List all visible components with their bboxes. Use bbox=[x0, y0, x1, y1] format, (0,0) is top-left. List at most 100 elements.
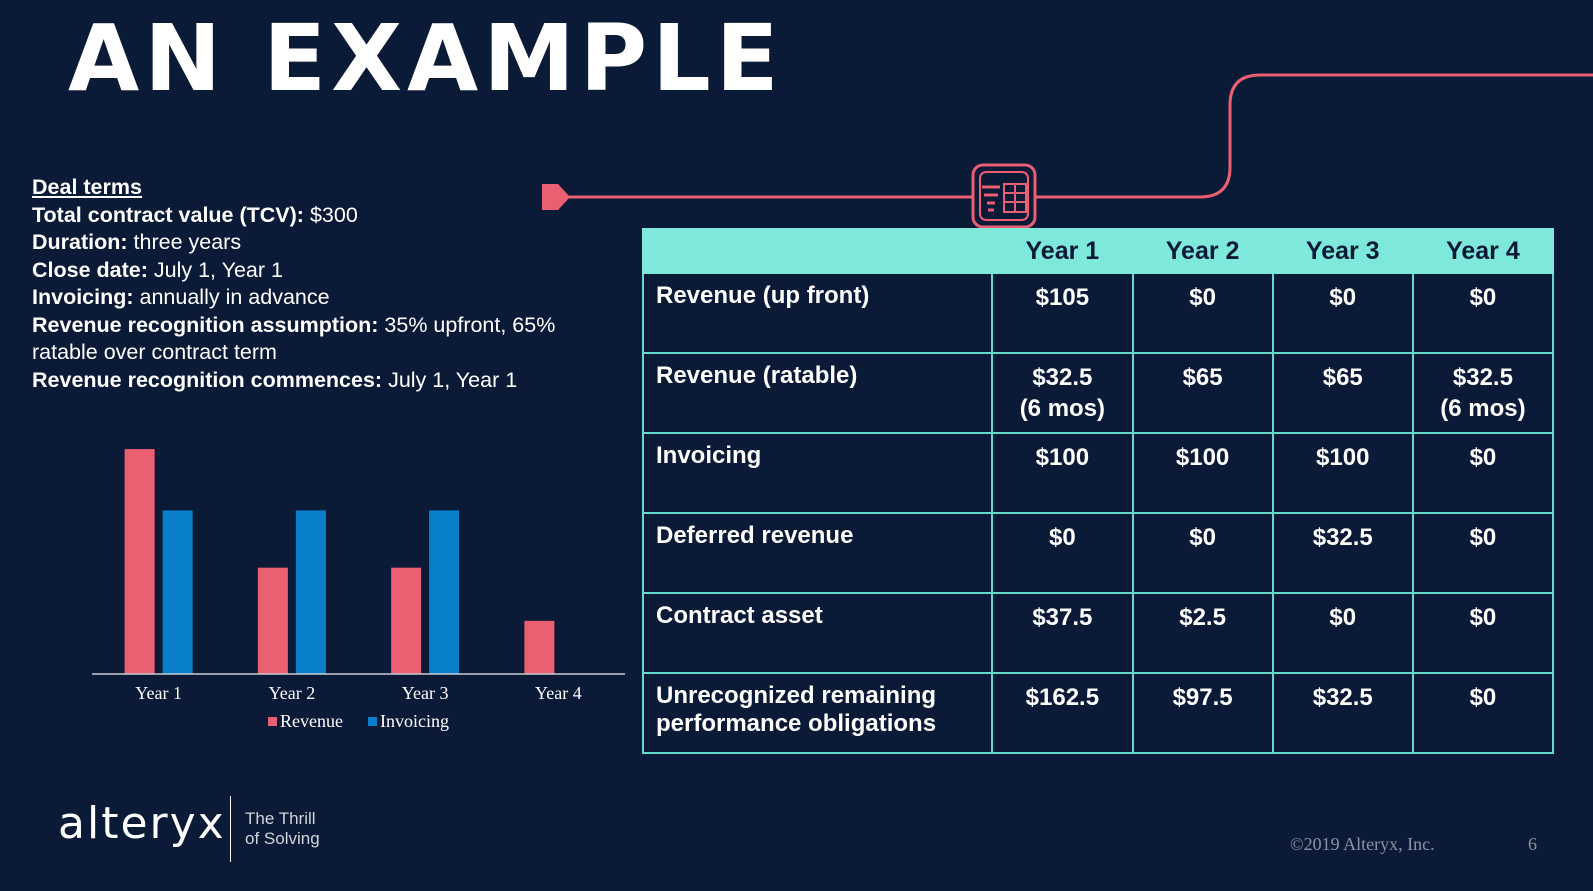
table-header-cell bbox=[641, 228, 994, 274]
deal-term-label: Duration: bbox=[32, 230, 128, 254]
deal-term-label: Total contract value (TCV): bbox=[32, 202, 304, 227]
bar-invoicing-2 bbox=[295, 510, 326, 674]
table-cell: $0 bbox=[1131, 512, 1274, 594]
deal-term-value: $300 bbox=[309, 202, 358, 227]
table-row: Invoicing $100 $100 $100 $0 bbox=[641, 432, 1555, 514]
table-cell-value: $0 bbox=[1189, 524, 1216, 551]
connector-arrow-icon bbox=[542, 184, 570, 210]
table-cell-value: $0 bbox=[1469, 604, 1497, 631]
deal-term-tcv: Total contract value (TCV): $300 bbox=[32, 202, 612, 230]
deal-term-label: Revenue recognition assumption: bbox=[32, 312, 379, 337]
deal-term-value: three years bbox=[133, 230, 242, 254]
table-row-label: Revenue (ratable) bbox=[641, 352, 994, 434]
table-cell: $100 bbox=[1271, 432, 1414, 514]
table-cell: $0 bbox=[1271, 592, 1414, 674]
revenue-table: Year 1 Year 2 Year 3 Year 4 Revenue (up … bbox=[641, 228, 1555, 754]
table-cell: $37.5 bbox=[991, 592, 1134, 674]
deal-term-value: annually in advance bbox=[139, 285, 330, 309]
page-number: 6 bbox=[1528, 834, 1537, 854]
table-cell: $0 bbox=[1411, 672, 1555, 754]
table-row: Revenue (up front) $105 $0 $0 $0 bbox=[641, 272, 1555, 354]
table-cell: $162.5 bbox=[991, 672, 1134, 754]
table-cell: $0 bbox=[1411, 272, 1555, 354]
table-cell: $32.5 bbox=[1271, 512, 1414, 594]
table-cell: $0 bbox=[1411, 592, 1555, 674]
table-cell: $0 bbox=[991, 512, 1134, 594]
table-cell-value: $105 bbox=[1035, 284, 1090, 311]
table-cell-value: $100 bbox=[1175, 444, 1230, 471]
deal-term-label: Invoicing: bbox=[32, 285, 134, 309]
table-cell: $0 bbox=[1271, 272, 1414, 354]
table-cell-value: $0 bbox=[1189, 284, 1216, 311]
table-cell-value: $100 bbox=[1316, 444, 1370, 471]
table-row: Revenue (ratable) $32.5 (6 mos) $65 $65 $32.5… bbox=[641, 352, 1555, 434]
table-header-row: Year 1 Year 2 Year 3 Year 4 bbox=[641, 228, 1555, 274]
bar-revenue-3 bbox=[391, 567, 422, 674]
deal-term-duration: Duration: three years bbox=[32, 229, 612, 257]
deal-term-close-date: Close date: July 1, Year 1 bbox=[32, 257, 612, 285]
table-row-label: Contract asset bbox=[641, 592, 994, 674]
table-cell-value: $32.5 bbox=[1312, 684, 1373, 711]
bar-revenue-4 bbox=[524, 620, 555, 674]
copyright: ©2019 Alteryx, Inc. bbox=[1290, 834, 1435, 854]
table-cell-value: $0 bbox=[1469, 284, 1497, 311]
deal-term-rev-commences: Revenue recognition commences: July 1, Y… bbox=[32, 367, 612, 395]
table-row: Unrecognized remaining performance oblig… bbox=[641, 672, 1555, 754]
tagline-line: The Thrill bbox=[245, 809, 316, 828]
table-cell-value: $0 bbox=[1049, 524, 1076, 551]
table-cell-value: $32.5 bbox=[1452, 364, 1513, 391]
bar-invoicing-3 bbox=[429, 510, 460, 674]
table-cell-value: $0 bbox=[1469, 684, 1497, 711]
table-cell-value: $0 bbox=[1469, 444, 1497, 471]
table-row-label: Revenue (up front) bbox=[641, 272, 994, 354]
deal-term-value: July 1, Year 1 bbox=[388, 367, 518, 392]
table-cell-value: $32.5 bbox=[1312, 524, 1373, 551]
x-tick-label: Year 3 bbox=[402, 683, 449, 703]
table-cell-value: (6 mos) bbox=[1019, 395, 1106, 422]
table-cell-value: $37.5 bbox=[1032, 604, 1093, 631]
table-cell-value: (6 mos) bbox=[1440, 395, 1526, 422]
x-tick-label: Year 1 bbox=[135, 683, 182, 703]
table-cell: $97.5 bbox=[1131, 672, 1274, 754]
bar-chart: Year 1 Year 2 Year 3 Year 4 Revenue Invoicing bbox=[92, 449, 625, 731]
table-tool-icon bbox=[971, 163, 1037, 229]
deal-term-label: Revenue recognition commences: bbox=[32, 367, 383, 392]
deal-term-value: 35% upfront, 65% ratable over contract t… bbox=[32, 312, 556, 365]
deal-term-label: Close date: bbox=[32, 257, 148, 282]
table-cell-value: $100 bbox=[1035, 444, 1090, 471]
table-row-label: Invoicing bbox=[641, 432, 994, 514]
table-cell: $100 bbox=[991, 432, 1134, 514]
table-cell: $32.5 (6 mos) bbox=[1411, 352, 1555, 434]
table-cell-value: $162.5 bbox=[1025, 684, 1100, 711]
legend-label-invoicing: Invoicing bbox=[380, 711, 449, 731]
alteryx-logo: alteryx bbox=[58, 798, 226, 849]
table-cell: $32.5 (6 mos) bbox=[991, 352, 1134, 434]
deal-terms-heading: Deal terms bbox=[32, 175, 142, 199]
bar-revenue-2 bbox=[257, 567, 288, 674]
deal-term-value: July 1, Year 1 bbox=[153, 257, 283, 282]
table-cell: $0 bbox=[1131, 272, 1274, 354]
x-tick-label: Year 4 bbox=[535, 683, 582, 703]
bar-invoicing-1 bbox=[162, 510, 193, 674]
table-row-label: Deferred revenue bbox=[641, 512, 994, 594]
table-cell: $65 bbox=[1131, 352, 1274, 434]
tagline-line: of Solving bbox=[245, 829, 320, 848]
table-cell-value: $2.5 bbox=[1179, 604, 1226, 631]
logo-divider bbox=[230, 796, 231, 862]
table-header-cell: Year 2 bbox=[1131, 228, 1274, 274]
table-cell: $105 bbox=[991, 272, 1134, 354]
table-cell: $32.5 bbox=[1271, 672, 1414, 754]
deal-term-rev-assumption: Revenue recognition assumption: 35% upfr… bbox=[32, 312, 612, 367]
table-cell-value: $0 bbox=[1329, 604, 1357, 631]
table-cell: $65 bbox=[1271, 352, 1414, 434]
table-header-cell: Year 4 bbox=[1411, 228, 1555, 274]
table-cell: $0 bbox=[1411, 432, 1555, 514]
table-row: Contract asset $37.5 $2.5 $0 $0 bbox=[641, 592, 1555, 674]
x-tick-label: Year 2 bbox=[269, 683, 316, 703]
tagline: The Thrill of Solving bbox=[245, 809, 320, 849]
table-cell-value: $32.5 bbox=[1032, 364, 1093, 391]
table-cell-value: $97.5 bbox=[1172, 684, 1233, 711]
table-row-label: Unrecognized remaining performance oblig… bbox=[641, 672, 994, 754]
table-cell: $0 bbox=[1411, 512, 1555, 594]
